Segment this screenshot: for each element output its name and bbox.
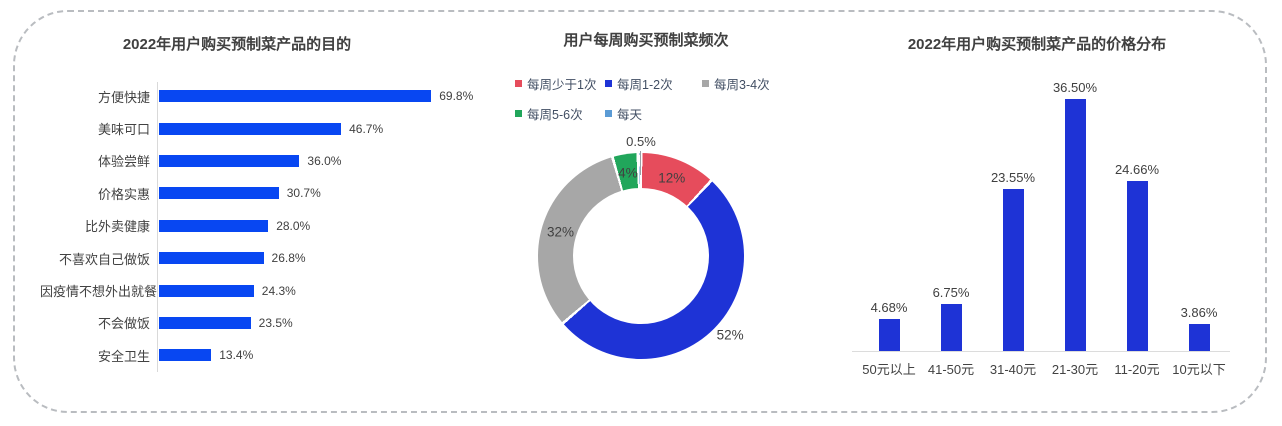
- purpose-category-label: 比外卖健康: [84, 219, 150, 235]
- frequency-chart-title: 用户每周购买预制菜频次: [563, 32, 729, 49]
- purpose-bar-value: 26.8%: [271, 251, 306, 266]
- purpose-category-label: 美味可口: [97, 122, 150, 138]
- purpose-axis-line: [157, 82, 158, 372]
- purpose-row: 不喜欢自己做饭 26.8%: [40, 242, 480, 274]
- frequency-chart-panel: 用户每周购买预制菜频次 每周少于1次 每周1-2次 每周3-4次每周5-6次 每天 1…: [495, 32, 815, 359]
- price-bar: [940, 304, 962, 351]
- purpose-row: 体验尝鲜 36.0%: [40, 145, 480, 177]
- price-bar: [1126, 180, 1148, 351]
- price-bar-value: 6.75%: [932, 285, 970, 301]
- price-bar-column: 23.55%: [982, 170, 1044, 351]
- price-bar: [1188, 324, 1210, 351]
- price-chart-title: 2022年用户购买预制菜产品的价格分布: [907, 36, 1167, 53]
- purpose-bar: [159, 349, 212, 362]
- price-bar-column: 3.86%: [1168, 305, 1230, 351]
- purpose-chart-plot: 方便快捷 69.8% 美味可口 46.7% 体验尝鲜 36.0% 价格实惠 30.7% 比外卖健…: [40, 80, 480, 372]
- price-category-label: 31-40元: [989, 362, 1037, 377]
- price-bar-value: 3.86%: [1180, 305, 1218, 321]
- price-bar-value: 24.66%: [1114, 161, 1160, 177]
- price-bar-column: 6.75%: [920, 285, 982, 351]
- purpose-bar: [159, 187, 279, 200]
- price-bar-column: 24.66%: [1106, 162, 1168, 351]
- purpose-category-label: 方便快捷: [97, 89, 150, 105]
- price-category-label: 50元以上: [862, 362, 916, 377]
- donut-slice-label: 52%: [716, 327, 744, 343]
- legend-color-swatch: [702, 80, 709, 87]
- purpose-category-label: 安全卫生: [97, 348, 150, 364]
- purpose-bar-value: 30.7%: [286, 186, 321, 201]
- legend-item-label: 每周少于1次: [527, 78, 597, 92]
- price-bar-value: 4.68%: [870, 299, 908, 315]
- price-category-label: 11-20元: [1114, 362, 1160, 377]
- price-category-label: 41-50元: [927, 362, 975, 377]
- purpose-row: 方便快捷 69.8%: [40, 80, 480, 112]
- purpose-row: 不会做饭 23.5%: [40, 307, 480, 339]
- purpose-bar: [159, 122, 342, 135]
- legend-color-swatch: [605, 110, 612, 117]
- price-bar-column: 4.68%: [858, 300, 920, 351]
- purpose-chart-panel: 2022年用户购买预制菜产品的目的 方便快捷 69.8% 美味可口 46.7% 体验尝鲜…: [40, 36, 480, 372]
- price-bar: [1002, 188, 1024, 351]
- purpose-category-label: 价格实惠: [97, 186, 150, 202]
- price-bar-value: 36.50%: [1052, 80, 1098, 96]
- purpose-chart-title: 2022年用户购买预制菜产品的目的: [122, 36, 352, 53]
- price-bar: [1064, 99, 1086, 351]
- purpose-row: 安全卫生 13.4%: [40, 339, 480, 371]
- purpose-bar-value: 69.8%: [439, 89, 474, 104]
- price-category-label: 10元以下: [1172, 362, 1226, 377]
- donut-hole: [573, 188, 709, 324]
- purpose-bar: [159, 316, 251, 329]
- price-chart-plot: 4.68% 6.75% 23.55% 36.50% 24.66% 3.86%: [852, 80, 1230, 352]
- legend-item-label: 每周5-6次: [527, 108, 583, 122]
- legend-item: 每周3-4次: [702, 74, 815, 93]
- purpose-bar: [159, 154, 300, 167]
- purpose-row: 美味可口 46.7%: [40, 112, 480, 144]
- price-category-label: 21-30元: [1051, 362, 1099, 377]
- purpose-category-label: 不喜欢自己做饭: [58, 251, 150, 267]
- legend-item: 每天: [605, 104, 702, 123]
- legend-color-swatch: [515, 110, 522, 117]
- legend-color-swatch: [515, 80, 522, 87]
- donut-slice-label: 12%: [658, 170, 686, 186]
- price-bar: [878, 318, 900, 351]
- legend-color-swatch: [605, 80, 612, 87]
- purpose-row: 比外卖健康 28.0%: [40, 210, 480, 242]
- purpose-category-label: 体验尝鲜: [97, 154, 150, 170]
- purpose-row: 价格实惠 30.7%: [40, 177, 480, 209]
- purpose-bar: [159, 219, 269, 232]
- price-bar-value: 23.55%: [990, 169, 1036, 185]
- legend-item-label: 每周3-4次: [714, 78, 770, 92]
- legend-item-label: 每周1-2次: [617, 78, 673, 92]
- donut-slice-label: 0.5%: [626, 134, 656, 149]
- purpose-bar-value: 46.7%: [349, 121, 384, 136]
- price-chart-panel: 2022年用户购买预制菜产品的价格分布 4.68% 6.75% 23.55% 36.5…: [850, 36, 1250, 377]
- purpose-bar-value: 28.0%: [276, 218, 311, 233]
- frequency-legend: 每周少于1次 每周1-2次 每周3-4次每周5-6次 每天: [495, 74, 815, 123]
- purpose-bar-value: 24.3%: [261, 283, 296, 298]
- donut-slice-label: 32%: [546, 224, 574, 240]
- price-bar-column: 36.50%: [1044, 80, 1106, 351]
- report-card-border: [13, 10, 1267, 413]
- legend-item: 每周少于1次: [515, 74, 605, 93]
- legend-item: 每周5-6次: [515, 104, 605, 123]
- purpose-row: 因疫情不想外出就餐 24.3%: [40, 274, 480, 306]
- legend-item: 每周1-2次: [605, 74, 702, 93]
- purpose-bar: [159, 284, 254, 297]
- purpose-bar-value: 23.5%: [258, 315, 293, 330]
- donut-leader-line: [640, 151, 641, 175]
- price-x-axis-labels: 50元以上 41-50元 31-40元 21-30元 11-20元 10元以下: [852, 359, 1230, 378]
- purpose-bar: [159, 252, 264, 265]
- purpose-category-label: 不会做饭: [97, 316, 150, 332]
- purpose-bar-value: 13.4%: [219, 348, 254, 363]
- donut-slice-label: 4%: [618, 165, 638, 181]
- legend-item-label: 每天: [617, 108, 643, 122]
- purpose-bar: [159, 90, 432, 103]
- purpose-bar-value: 36.0%: [307, 153, 342, 168]
- purpose-category-label: 因疫情不想外出就餐: [40, 284, 158, 300]
- frequency-donut-chart: 12% 52% 32% 4% 0.5%: [538, 134, 744, 359]
